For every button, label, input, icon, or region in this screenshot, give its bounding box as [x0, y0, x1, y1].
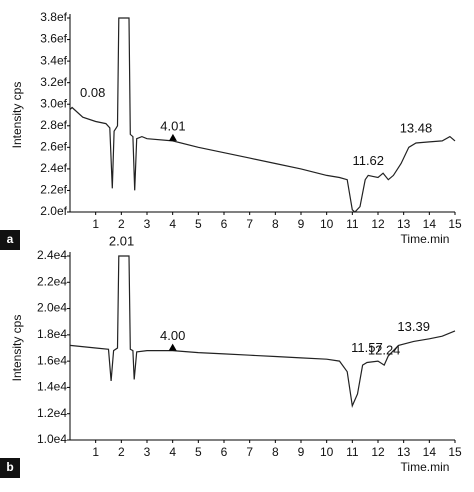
x-tick-label: 9: [298, 445, 305, 459]
y-tick-label: 2.2ef: [40, 183, 67, 197]
x-tick-label: 6: [221, 445, 228, 459]
y-tick-label: 2.0e4: [37, 301, 67, 315]
y-tick-label: 2.6ef: [40, 140, 67, 154]
peak-label: 11.57: [351, 340, 383, 355]
peak-label: 0.08: [80, 85, 105, 100]
x-tick-label: 1: [92, 217, 99, 231]
x-tick-label: 10: [320, 445, 334, 459]
x-tick-label: 5: [195, 445, 202, 459]
x-tick-label: 8: [272, 445, 279, 459]
peak-label: 4.01: [160, 118, 185, 133]
y-tick-label: 1.2e4: [37, 406, 67, 420]
y-axis-label: Intensity cps: [10, 82, 24, 149]
y-tick-label: 3.4ef: [40, 53, 67, 67]
peak-label: 4.00: [160, 328, 185, 343]
y-tick-label: 1.6e4: [37, 353, 67, 367]
x-tick-label: 12: [371, 217, 385, 231]
y-tick-label: 3.6ef: [40, 32, 67, 46]
y-tick-label: 1.0e4: [37, 432, 67, 446]
x-tick-label: 13: [397, 445, 411, 459]
x-tick-label: 6: [221, 217, 228, 231]
x-tick-label: 7: [246, 445, 253, 459]
x-tick-label: 14: [423, 445, 437, 459]
y-tick-label: 2.0ef: [40, 204, 67, 218]
x-tick-label: 1: [92, 445, 99, 459]
x-tick-label: 10: [320, 217, 334, 231]
x-axis-label: Time.min: [401, 232, 450, 246]
x-tick-label: 3: [144, 217, 151, 231]
y-tick-label: 3.0ef: [40, 96, 67, 110]
x-tick-label: 14: [423, 217, 437, 231]
x-tick-label: 11: [346, 445, 359, 459]
x-axis-label: Time.min: [401, 460, 450, 474]
peak-label: 11.62: [352, 153, 384, 168]
peak-label: 13.39: [397, 319, 430, 334]
panel-label: b: [6, 460, 13, 474]
trace: [69, 17, 456, 213]
y-tick-label: 2.8ef: [40, 118, 67, 132]
peak-label: 2.01: [109, 233, 134, 248]
x-tick-label: 4: [169, 217, 176, 231]
x-tick-label: 2: [118, 217, 125, 231]
x-tick-label: 7: [246, 217, 253, 231]
peak-label: 13.48: [400, 120, 433, 135]
peak-label: 12.24: [368, 343, 401, 358]
x-tick-label: 4: [169, 445, 176, 459]
peak-marker: [168, 343, 177, 351]
x-tick-label: 11: [346, 217, 359, 231]
y-tick-label: 1.8e4: [37, 327, 67, 341]
y-tick-label: 2.4ef: [40, 161, 67, 175]
x-tick-label: 12: [371, 445, 385, 459]
panel-label-box: [0, 230, 20, 250]
x-tick-label: 9: [298, 217, 305, 231]
y-tick-label: 3.2ef: [40, 75, 67, 89]
y-tick-label: 3.8ef: [40, 10, 67, 24]
x-tick-label: 15: [448, 217, 462, 231]
peak-marker: [168, 133, 177, 141]
x-tick-label: 3: [144, 445, 151, 459]
y-tick-label: 1.4e4: [37, 380, 67, 394]
x-tick-label: 5: [195, 217, 202, 231]
panel-label: a: [7, 232, 14, 246]
x-tick-label: 15: [448, 445, 462, 459]
y-axis-label: Intensity cps: [10, 315, 24, 382]
x-tick-label: 2: [118, 445, 125, 459]
x-tick-label: 13: [397, 217, 411, 231]
trace: [69, 255, 456, 408]
y-tick-label: 2.4e4: [37, 248, 67, 262]
panel-label-box: [0, 458, 20, 478]
x-tick-label: 8: [272, 217, 279, 231]
y-tick-label: 2.2e4: [37, 274, 67, 288]
